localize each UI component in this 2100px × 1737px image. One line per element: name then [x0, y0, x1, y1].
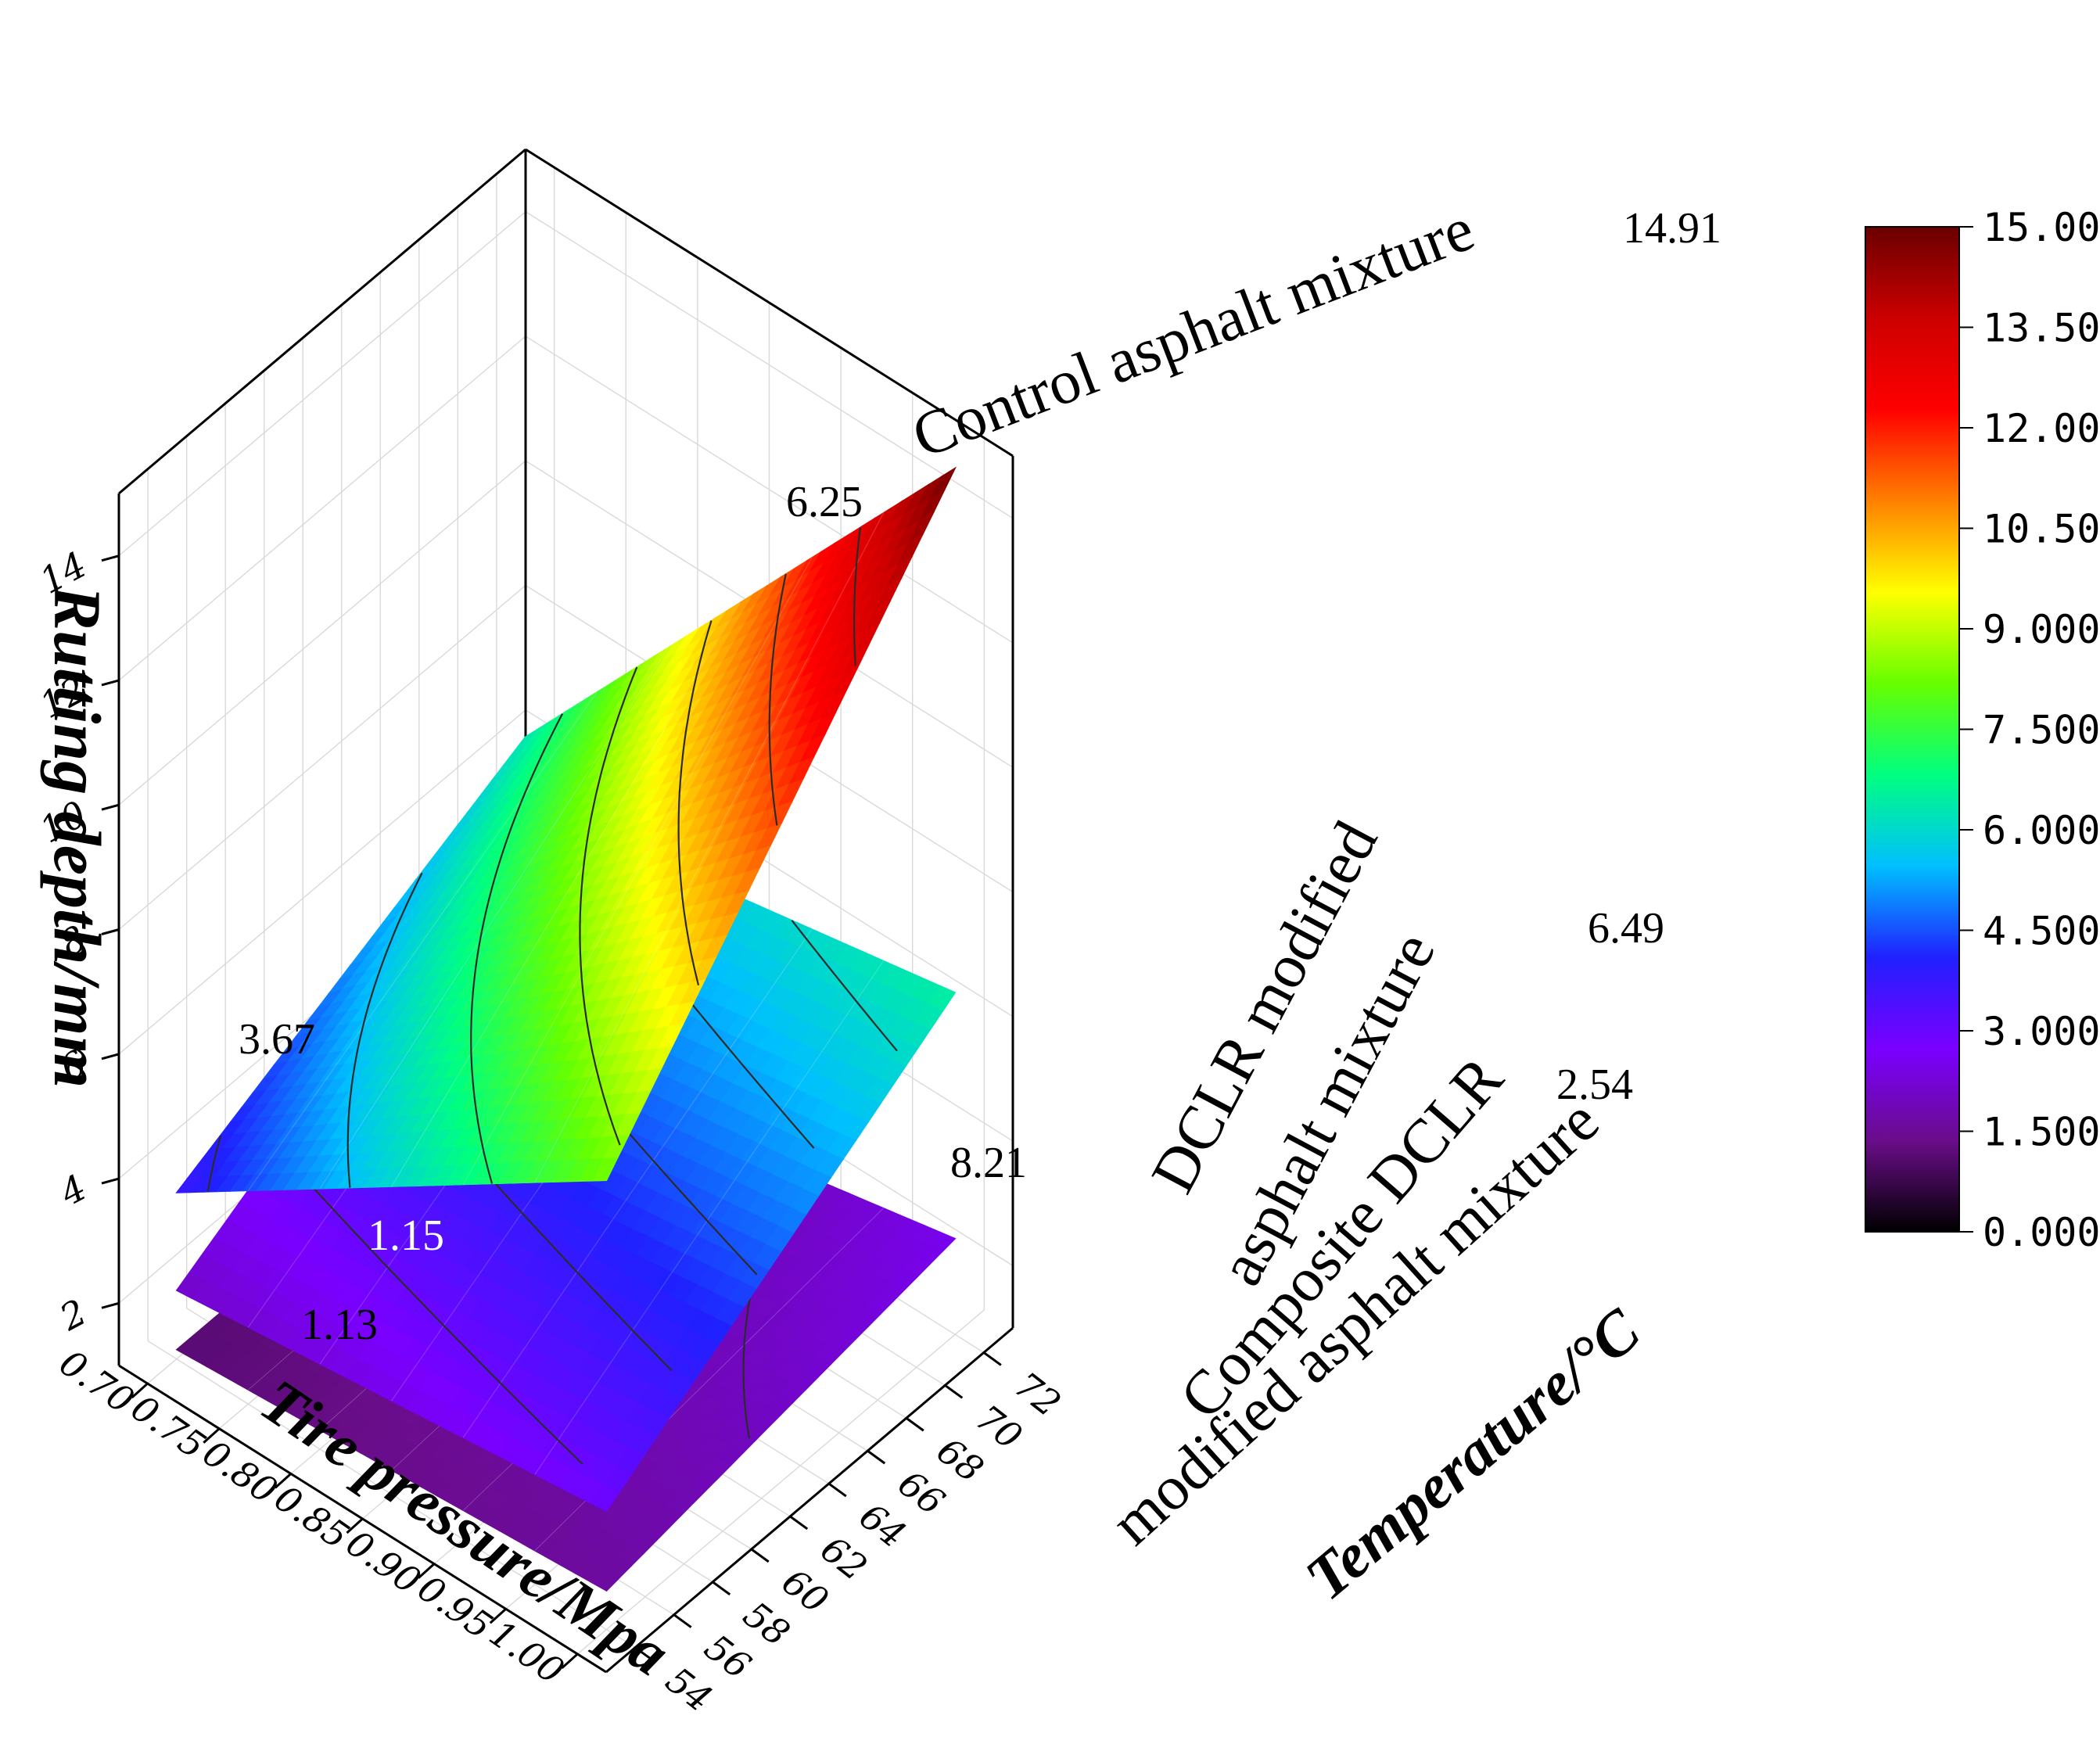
y-tick — [750, 1548, 770, 1563]
x-tick — [561, 1653, 579, 1670]
x-tick-label: 0.80 — [196, 1431, 285, 1512]
contour-line — [791, 920, 898, 1052]
colorbar-tick-label: 10.50 — [1983, 507, 2100, 552]
x-tick-label: 0.70 — [52, 1341, 142, 1422]
colorbar-tick-label: 7.500 — [1983, 708, 2100, 753]
grid-line — [118, 709, 526, 1055]
surface-patch — [592, 1157, 619, 1182]
z-tick — [101, 1301, 120, 1309]
mesh-line — [391, 602, 741, 1187]
grid-line — [118, 336, 526, 681]
colorbar: 15.00 13.50 12.00 10.50 9.000 7.500 6.000 4.500… — [1865, 205, 2100, 1255]
surface-patch — [590, 1484, 620, 1513]
z-tick-label: 4 — [52, 1166, 93, 1215]
y-tick — [789, 1515, 809, 1531]
x-tick-label: 0.75 — [124, 1387, 214, 1467]
z-tick — [101, 679, 120, 687]
frame-edge — [118, 148, 526, 495]
y-tick — [982, 1351, 1002, 1366]
colorbar-tick-label: 15.00 — [1983, 205, 2100, 250]
colorbar-tick-label: 6.000 — [1983, 808, 2100, 853]
colorbar-tick-label: 3.000 — [1983, 1009, 2100, 1054]
y-tick — [944, 1384, 964, 1399]
surface-control — [175, 466, 957, 1193]
y-tick — [712, 1581, 731, 1595]
x-tick — [489, 1608, 507, 1624]
colorbar-tick-label: 12.00 — [1983, 406, 2100, 451]
grid-line — [525, 336, 1014, 644]
colorbar-tick-label: 4.500 — [1983, 909, 2100, 954]
y-tick — [634, 1646, 654, 1661]
contour-line — [470, 713, 564, 1184]
mesh-line — [462, 557, 813, 1185]
x-tick — [131, 1382, 149, 1399]
grid-line — [525, 211, 1014, 519]
colorbar-gradient — [1865, 227, 1959, 1232]
colorbar-tick-label: 1.500 — [1983, 1110, 2100, 1155]
contour-line — [677, 620, 713, 986]
mesh-line — [319, 647, 669, 1190]
z-tick — [101, 1177, 120, 1185]
contour-line — [206, 1135, 222, 1192]
surface-patch — [590, 1569, 620, 1592]
mesh-line — [247, 691, 598, 1191]
x-tick — [203, 1427, 221, 1444]
mesh-line — [534, 512, 885, 1183]
x-tick — [274, 1473, 292, 1489]
series-label-control: Control asphalt mixture — [903, 194, 1483, 471]
value-label-control-3-67: 3.67 — [239, 1015, 315, 1064]
value-label-composite-1-62: 1.62 — [974, 1463, 1050, 1512]
z-tick-label: 2 — [52, 1290, 93, 1339]
value-label-control-6-25: 6.25 — [786, 478, 863, 526]
x-tick — [418, 1563, 436, 1579]
grid-line — [147, 1340, 636, 1649]
mesh-line — [462, 928, 813, 1438]
grid-line — [118, 584, 526, 931]
contour-line — [579, 666, 638, 1146]
contour-line — [768, 573, 787, 826]
colorbar-tick-label: 13.50 — [1983, 306, 2100, 351]
value-label-composite-1-15: 1.15 — [368, 1211, 444, 1260]
mesh-line — [534, 960, 885, 1475]
grid-line — [118, 211, 526, 557]
z-tick — [101, 1053, 120, 1061]
z-tick — [101, 928, 120, 935]
value-label-control-8-21: 8.21 — [950, 1139, 1027, 1187]
value-label-composite-2-54: 2.54 — [1556, 1061, 1633, 1109]
x-tick-label: 0.85 — [267, 1477, 357, 1557]
surfaces — [175, 466, 957, 1592]
value-label-dclr-6-49: 6.49 — [1588, 904, 1664, 953]
z-tick — [101, 554, 120, 562]
contour-line — [853, 527, 862, 666]
grid-line — [118, 460, 526, 806]
value-label-composite-1-13: 1.13 — [301, 1301, 378, 1349]
z-axis-title: Rutting depth/mm — [40, 585, 115, 1089]
y-tick — [827, 1482, 847, 1498]
colorbar-tick-label: 9.000 — [1983, 607, 2100, 652]
frame-edge — [525, 148, 1014, 458]
contour-line — [293, 1166, 583, 1465]
x-tick — [346, 1517, 364, 1534]
contour-line — [346, 872, 423, 1188]
z-tick — [101, 803, 120, 811]
y-tick — [867, 1449, 886, 1465]
colorbar-tick-label: 0.000 — [1983, 1210, 2100, 1255]
y-tick — [673, 1613, 692, 1628]
y-tick — [905, 1417, 924, 1432]
value-label-control-14-91: 14.91 — [1623, 204, 1721, 253]
